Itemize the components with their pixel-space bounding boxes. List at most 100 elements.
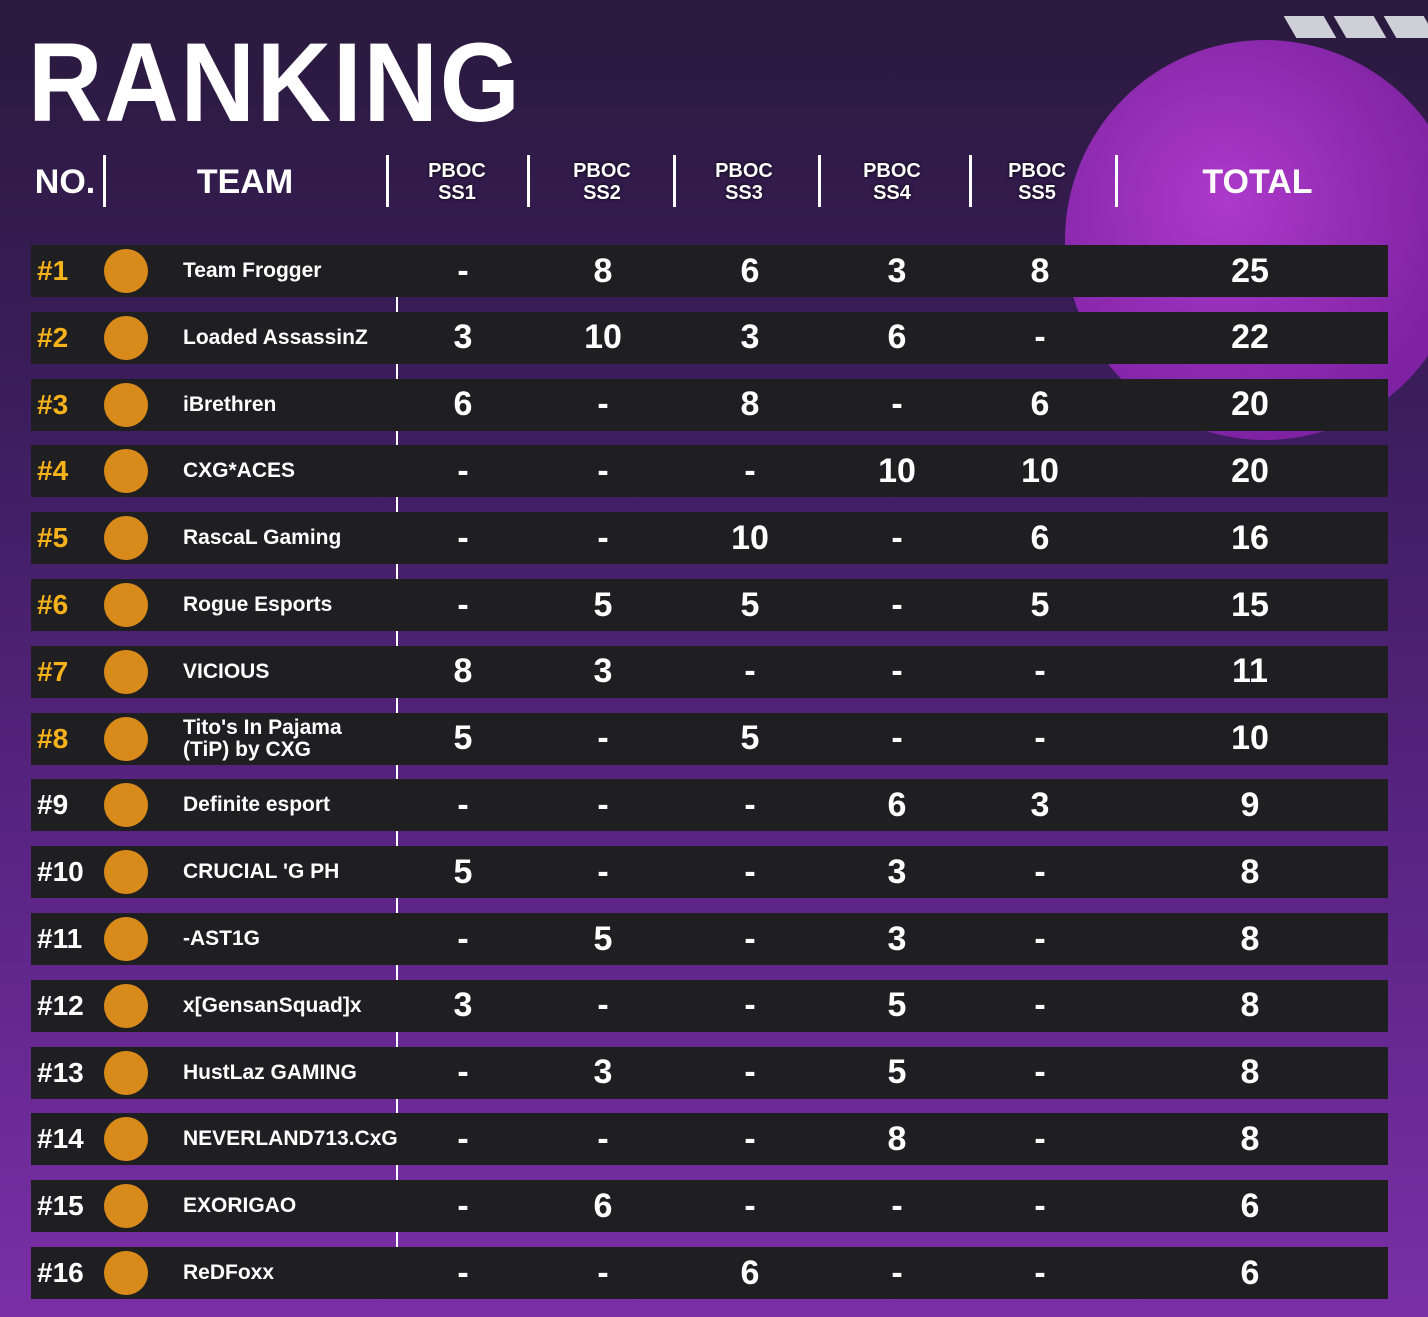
- table-row: #10 CRUCIAL 'G PH 5 - - 3 - 8: [31, 846, 1388, 899]
- total-points: 10: [1231, 719, 1269, 758]
- season-points: 8: [453, 652, 473, 691]
- team-logo: [104, 516, 148, 561]
- season-points: 10: [1021, 451, 1059, 490]
- team-name: RascaL Gaming: [183, 526, 342, 550]
- table-row: #14 NEVERLAND713.CxG - - - 8 - 8: [31, 1113, 1388, 1166]
- rank: #4: [37, 455, 69, 487]
- header-divider: [818, 155, 821, 207]
- season-points: 3: [740, 318, 760, 357]
- table-row: #4 CXG*ACES - - - 10 10 20: [31, 445, 1388, 498]
- total-points: 8: [1240, 1119, 1260, 1158]
- season-points: -: [457, 451, 469, 490]
- season-points: -: [597, 719, 609, 758]
- team-name: CXG*ACES: [183, 459, 296, 483]
- background-circle: [1065, 40, 1428, 440]
- season-points: 8: [593, 251, 613, 290]
- season-points: -: [457, 1253, 469, 1292]
- team-logo: [104, 1251, 148, 1295]
- season-points: -: [744, 451, 756, 490]
- page-title: RANKING: [28, 20, 522, 145]
- season-points: 8: [887, 1119, 907, 1158]
- header-divider: [1115, 155, 1118, 207]
- total-points: 9: [1240, 785, 1260, 824]
- total-points: 8: [1240, 852, 1260, 891]
- season-points: -: [1034, 1186, 1046, 1225]
- season-points: -: [457, 919, 469, 958]
- team-name: Rogue Esports: [183, 593, 333, 616]
- season-points: 3: [887, 919, 907, 958]
- season-points: -: [597, 986, 609, 1025]
- rank: #16: [37, 1257, 84, 1288]
- header-divider: [969, 155, 972, 207]
- team-logo: [104, 850, 148, 895]
- season-points: -: [1034, 919, 1046, 958]
- column-header: PBOC SS1: [428, 160, 486, 204]
- column-header: PBOC SS5: [1008, 160, 1066, 204]
- table-row: #3 iBrethren 6 - 8 - 6 20: [31, 378, 1388, 431]
- team-logo: [104, 783, 148, 828]
- season-points: -: [891, 518, 903, 557]
- column-header: TOTAL: [1202, 162, 1313, 201]
- season-points: 5: [1030, 585, 1050, 624]
- season-points: 3: [1030, 785, 1050, 824]
- header-divider: [527, 155, 530, 207]
- season-points: -: [1034, 1253, 1046, 1292]
- season-points: 6: [1030, 385, 1050, 424]
- header-divider: [673, 155, 676, 207]
- season-points: -: [457, 1186, 469, 1225]
- team-logo: [104, 249, 148, 293]
- season-points: -: [1034, 719, 1046, 758]
- season-points: -: [597, 385, 609, 424]
- season-points: -: [744, 986, 756, 1025]
- decor-stripe: [1283, 16, 1337, 38]
- season-points: -: [1034, 852, 1046, 891]
- season-points: 5: [740, 719, 760, 758]
- season-points: -: [597, 518, 609, 557]
- total-points: 20: [1231, 385, 1269, 424]
- rank: #2: [37, 321, 69, 353]
- season-points: -: [597, 852, 609, 891]
- rank: #8: [37, 722, 69, 754]
- table-row: #6 Rogue Esports - 5 5 - 5 15: [31, 579, 1388, 631]
- season-points: -: [597, 451, 609, 490]
- team-logo: [104, 382, 148, 427]
- season-points: -: [744, 652, 756, 691]
- table-row: #7 VICIOUS 8 3 - - - 11: [31, 645, 1388, 698]
- season-points: 6: [1030, 518, 1050, 557]
- season-points: 5: [453, 719, 473, 758]
- season-points: -: [744, 852, 756, 891]
- total-points: 11: [1232, 652, 1268, 691]
- column-divider: [396, 245, 398, 1298]
- team-logo: [104, 983, 148, 1028]
- table-row: #9 Definite esport - - - 6 3 9: [31, 779, 1388, 832]
- rank: #11: [37, 923, 83, 954]
- season-points: -: [457, 518, 469, 557]
- season-points: 6: [887, 785, 907, 824]
- season-points: -: [744, 785, 756, 824]
- season-points: 5: [740, 585, 760, 624]
- season-points: -: [597, 1119, 609, 1158]
- total-points: 25: [1231, 251, 1269, 290]
- season-points: 10: [731, 518, 769, 557]
- team-logo: [104, 1184, 148, 1229]
- team-name: Definite esport: [183, 793, 331, 817]
- season-points: 6: [740, 251, 760, 290]
- total-points: 8: [1240, 986, 1260, 1025]
- season-points: 8: [740, 385, 760, 424]
- season-points: -: [1034, 1119, 1046, 1158]
- total-points: 8: [1240, 1053, 1260, 1092]
- season-points: 3: [593, 652, 613, 691]
- rank: #1: [37, 255, 69, 286]
- team-name: Tito's In Pajama (TiP) by CXG: [183, 715, 342, 761]
- season-points: 6: [740, 1253, 760, 1292]
- table-row: #2 Loaded AssassinZ 3 10 3 6 - 22: [31, 311, 1388, 364]
- season-points: 10: [584, 318, 622, 357]
- table-row: #12 x[GensanSquad]x 3 - - 5 - 8: [31, 979, 1388, 1032]
- total-points: 6: [1240, 1186, 1260, 1225]
- decor-stripe: [1383, 16, 1428, 38]
- team-logo: [104, 917, 148, 961]
- season-points: 3: [453, 318, 473, 357]
- total-points: 8: [1240, 919, 1260, 958]
- column-header: TEAM: [196, 162, 294, 201]
- column-header: PBOC SS4: [863, 160, 921, 204]
